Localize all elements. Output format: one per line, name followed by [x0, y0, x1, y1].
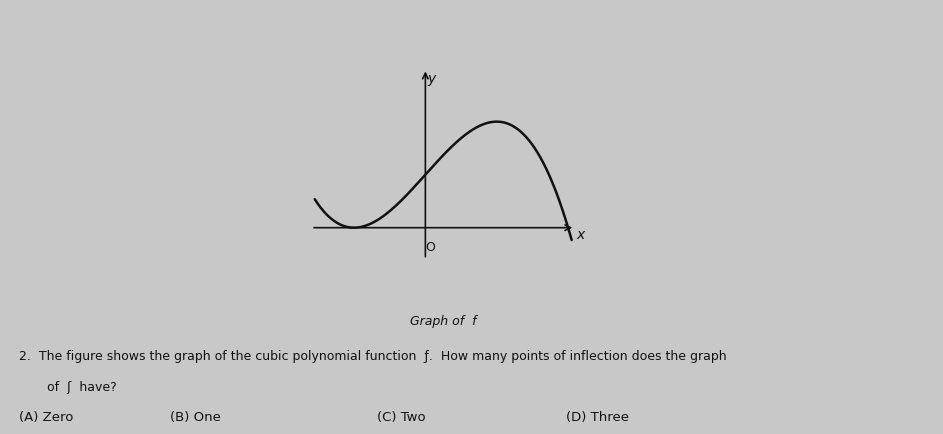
Text: (B) One: (B) One: [170, 410, 221, 423]
Text: O: O: [425, 240, 436, 253]
Text: 2.  The figure shows the graph of the cubic polynomial function  ƒ.  How many po: 2. The figure shows the graph of the cub…: [19, 349, 726, 362]
Text: (D) Three: (D) Three: [566, 410, 629, 423]
Text: of  ʃ  have?: of ʃ have?: [47, 380, 117, 393]
Text: (A) Zero: (A) Zero: [19, 410, 74, 423]
Text: x: x: [576, 228, 585, 242]
Text: Graph of  f: Graph of f: [410, 314, 476, 327]
Text: (C) Two: (C) Two: [377, 410, 426, 423]
Text: y: y: [427, 72, 436, 86]
